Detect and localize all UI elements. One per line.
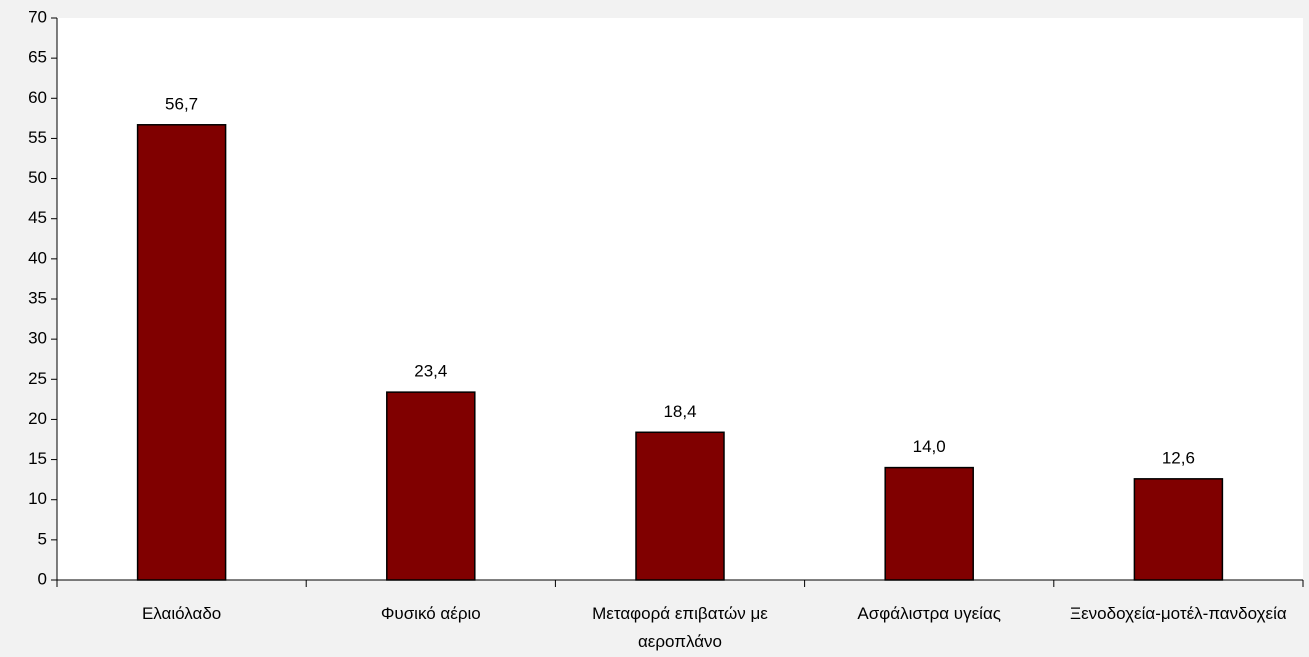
y-tick-label: 15 — [28, 449, 47, 468]
y-tick-label: 40 — [28, 248, 47, 267]
bar — [386, 391, 476, 581]
y-tick-label: 50 — [28, 168, 47, 187]
y-tick-label: 60 — [28, 88, 47, 107]
bar — [635, 431, 725, 581]
y-tick-label: 55 — [28, 128, 47, 147]
y-tick-label: 35 — [28, 288, 47, 307]
value-label: 14,0 — [913, 437, 946, 456]
y-tick-label: 5 — [38, 529, 47, 548]
y-tick-label: 45 — [28, 208, 47, 227]
x-tick-label: Φυσικό αέριο — [380, 604, 481, 623]
x-tick-label: Ελαιόλαδο — [141, 604, 222, 623]
y-tick-label: 20 — [28, 409, 47, 428]
y-tick-label: 70 — [28, 7, 47, 26]
y-tick-label: 30 — [28, 329, 47, 348]
value-label: 18,4 — [663, 402, 696, 421]
bar — [1133, 478, 1224, 581]
value-label: 56,7 — [165, 94, 198, 113]
x-tick-label: Ασφάλιστρα υγείας — [857, 604, 1001, 623]
y-tick-label: 0 — [38, 569, 47, 588]
value-label: 23,4 — [414, 362, 447, 381]
bar — [136, 124, 227, 581]
bar — [884, 466, 974, 581]
y-tick-label: 65 — [28, 48, 47, 67]
x-tick-label: Ξενοδοχεία-μοτέλ-πανδοχεία — [1070, 604, 1287, 623]
y-tick-label: 10 — [28, 489, 47, 508]
x-tick-label: Μεταφορά επιβατών με αεροπλάνο — [592, 604, 768, 651]
y-tick-label: 25 — [28, 369, 47, 388]
value-label: 12,6 — [1162, 448, 1195, 467]
